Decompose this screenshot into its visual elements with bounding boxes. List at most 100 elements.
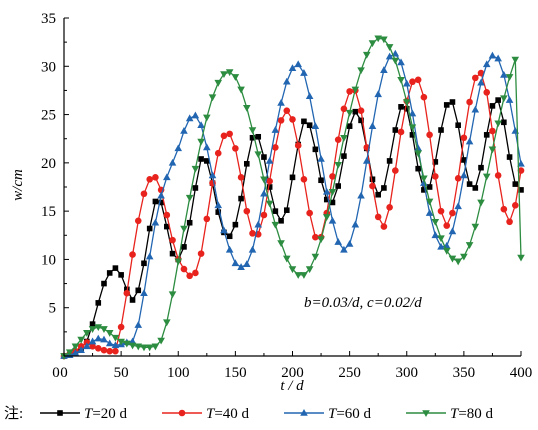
data-point [471, 223, 480, 231]
data-point [277, 117, 285, 124]
data-point [437, 207, 445, 215]
legend-entry-1: T=40 d [162, 406, 250, 422]
data-point [282, 255, 291, 263]
data-point [134, 343, 143, 351]
data-point [288, 266, 297, 274]
data-point [352, 108, 359, 115]
data-point [311, 122, 320, 129]
data-point [334, 161, 342, 169]
data-point [283, 207, 290, 213]
data-point [511, 56, 520, 64]
data-point [488, 51, 497, 59]
data-point [341, 153, 347, 159]
data-point [168, 158, 177, 166]
data-point [265, 156, 274, 164]
data-point [465, 137, 474, 145]
data-point [232, 221, 239, 228]
data-point [158, 199, 164, 206]
data-point [414, 76, 422, 84]
origin-tick-label: 0 [52, 365, 60, 381]
y-tick-label: 20 [41, 156, 56, 172]
data-point [329, 199, 336, 206]
legend-marker [422, 410, 430, 417]
data-point [425, 209, 434, 216]
data-point [185, 194, 194, 202]
data-point [449, 209, 456, 217]
data-point [300, 272, 308, 279]
data-point [271, 126, 280, 133]
data-point [208, 171, 217, 179]
data-point [506, 218, 513, 226]
data-point [265, 200, 274, 208]
data-point [146, 225, 153, 232]
series-2 [60, 49, 525, 359]
data-point [386, 158, 393, 164]
data-point [397, 77, 405, 84]
data-point [243, 207, 251, 215]
data-point [231, 74, 240, 81]
data-point [111, 334, 120, 342]
data-point [305, 266, 314, 274]
data-point [71, 343, 80, 351]
data-point [431, 218, 440, 226]
data-point [501, 119, 507, 126]
data-point [335, 183, 341, 189]
data-point [381, 185, 387, 191]
data-point [197, 121, 205, 128]
data-point [488, 146, 497, 154]
data-point [358, 117, 364, 124]
data-point [301, 118, 307, 125]
x-tick-label: 100 [167, 365, 190, 381]
data-point [322, 187, 331, 195]
legend-prefix: 注: [4, 405, 23, 422]
data-point [89, 321, 96, 327]
data-point [443, 102, 450, 108]
legend-label: T=60 d [328, 406, 372, 422]
x-tick-label: 350 [453, 365, 476, 381]
data-point [282, 77, 291, 85]
data-point [374, 35, 382, 43]
data-point [140, 344, 148, 352]
data-point [408, 109, 417, 117]
data-point [357, 191, 365, 199]
data-point [345, 239, 354, 247]
data-point [397, 128, 405, 136]
data-point [128, 342, 137, 350]
data-point [421, 187, 427, 193]
data-point [214, 201, 223, 209]
data-point [414, 144, 422, 152]
data-point [392, 127, 399, 133]
data-point [443, 222, 451, 229]
legend-label: T=40 d [206, 406, 250, 422]
data-point [300, 175, 308, 183]
data-point [105, 330, 114, 337]
data-point [163, 211, 171, 219]
data-point [244, 161, 250, 167]
data-point [278, 218, 284, 224]
data-point [386, 203, 393, 211]
data-point [380, 223, 388, 230]
data-point [272, 144, 279, 151]
data-point [500, 95, 508, 103]
data-point [255, 133, 262, 140]
data-point [454, 202, 462, 210]
data-point [351, 220, 360, 228]
data-point [495, 97, 501, 103]
data-point [203, 215, 211, 223]
data-point [112, 347, 119, 355]
data-point [420, 93, 428, 101]
data-point [346, 88, 353, 95]
legend-marker [300, 409, 308, 416]
data-point [328, 216, 337, 224]
data-point [248, 245, 257, 253]
data-point [402, 99, 411, 107]
data-point [141, 260, 147, 267]
data-point [489, 103, 496, 109]
data-point [243, 105, 251, 112]
data-point [118, 272, 124, 278]
data-point [500, 205, 508, 213]
data-point [237, 263, 245, 270]
legend-label: T=80 d [450, 406, 494, 422]
data-point [88, 337, 97, 345]
